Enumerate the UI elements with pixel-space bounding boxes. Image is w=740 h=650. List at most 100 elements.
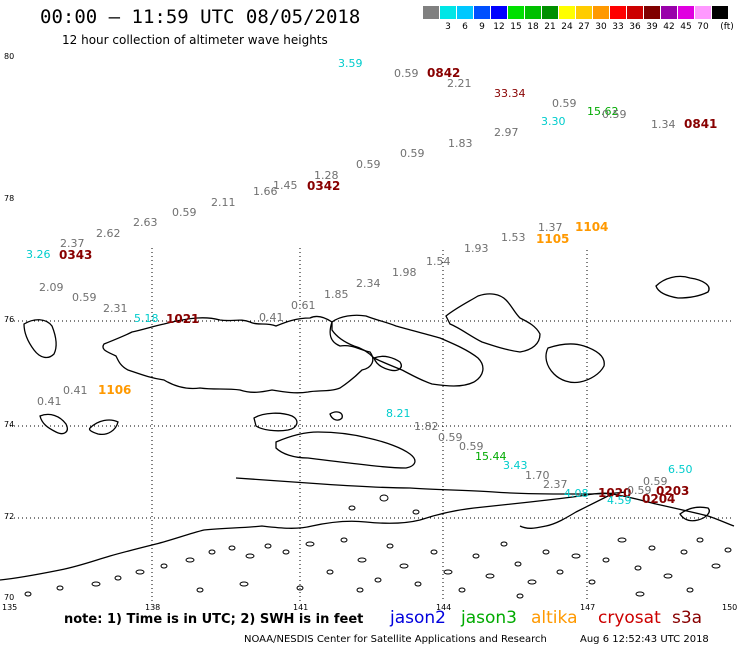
lat-label: 80	[4, 52, 15, 61]
wave-height-label: 15.44	[475, 450, 507, 463]
wave-height-label: 0.59	[394, 67, 419, 80]
pass-time-label: 0343	[59, 248, 93, 262]
legend-label: 12	[493, 22, 505, 32]
wave-height-label: 2.63	[133, 216, 158, 229]
legend-swatch	[440, 6, 456, 19]
legend-swatch	[661, 6, 677, 19]
legend-label: 45	[680, 22, 692, 32]
lyakhovsky-island	[275, 431, 416, 469]
grid-lines	[6, 248, 734, 602]
lon-label: 144	[436, 603, 452, 612]
lat-label: 72	[4, 512, 15, 521]
legend-swatch	[525, 6, 541, 19]
wave-height-label: 1.37	[538, 221, 563, 234]
legend-swatch	[695, 6, 711, 19]
new-siberia-west	[373, 355, 402, 372]
mainland-coast-east	[519, 493, 613, 529]
legend-label: 42	[663, 22, 675, 32]
legend-label: 3	[445, 22, 451, 32]
wave-height-label: 1.82	[414, 420, 439, 433]
wave-height-label: 2.37	[543, 478, 568, 491]
bennett-island	[655, 275, 710, 299]
wave-height-label: 2.34	[356, 277, 381, 290]
wave-height-label: 0.41	[63, 384, 88, 397]
kotelny-island	[102, 315, 374, 394]
stolbovoy-island	[88, 419, 119, 436]
wave-height-label: 2.37	[60, 237, 85, 250]
wave-height-label: 0.61	[291, 299, 316, 312]
satellite-altika: altika	[531, 608, 578, 628]
wave-height-label: 0.59	[356, 158, 381, 171]
pass-time-label: 0842	[427, 66, 461, 80]
legend-swatch	[423, 6, 439, 19]
north-mainland-spit	[235, 477, 627, 495]
legend-label: 15	[510, 22, 522, 32]
wave-height-label: 0.59	[172, 206, 197, 219]
legend-swatch	[576, 6, 592, 19]
wave-height-label: 4.08	[564, 487, 589, 500]
wave-height-label: 4.59	[607, 494, 632, 507]
wave-height-label: 33.34	[494, 87, 526, 100]
legend-label: 21	[544, 22, 556, 32]
legend-swatch	[491, 6, 507, 19]
wave-height-label: 1.66	[253, 185, 278, 198]
faddeyevsky	[445, 293, 541, 353]
wave-height-label: 2.97	[494, 126, 519, 139]
wave-height-label: 0.59	[459, 440, 484, 453]
legend-label: 30	[595, 22, 607, 32]
wave-height-label: 6.50	[668, 463, 693, 476]
legend-swatch	[474, 6, 490, 19]
bunge-land	[331, 314, 484, 387]
legend-label: 39	[646, 22, 658, 32]
wave-height-label: 0.59	[400, 147, 425, 160]
legend-swatch	[678, 6, 694, 19]
wave-height-label: 8.21	[386, 407, 411, 420]
pass-time-label: 1106	[98, 383, 132, 397]
island-small-2	[253, 412, 298, 432]
wave-height-label: 1.93	[464, 242, 489, 255]
tundra-lakes	[24, 494, 732, 599]
satellite-cryosat: cryosat	[598, 608, 661, 628]
wave-height-label: 0.41	[259, 311, 284, 324]
wave-height-label: 1.53	[501, 231, 526, 244]
legend-label: 18	[527, 22, 539, 32]
lat-label: 70	[4, 593, 15, 602]
footer-note: note: 1) Time is in UTC; 2) SWH is in fe…	[64, 612, 364, 627]
wave-height-label: 1.34	[651, 118, 676, 131]
lat-label: 74	[4, 420, 15, 429]
legend-label: 9	[479, 22, 485, 32]
lat-label: 76	[4, 315, 15, 324]
wave-height-label: 0.59	[438, 431, 463, 444]
legend-swatch	[644, 6, 660, 19]
wave-height-label: 0.59	[72, 291, 97, 304]
wave-height-label: 2.31	[103, 302, 128, 315]
wave-height-label: 3.59	[338, 57, 363, 70]
legend-label: 24	[561, 22, 573, 32]
wave-height-label: 0.41	[37, 395, 62, 408]
pass-time-label: 1104	[575, 220, 609, 234]
wave-height-label: 1.28	[314, 169, 339, 182]
wave-height-label: 5.18	[134, 312, 159, 325]
lon-label: 135	[2, 603, 18, 612]
pass-time-label: 1020	[598, 486, 632, 500]
generated-timestamp: Aug 6 12:52:43 UTC 2018	[580, 634, 709, 645]
map-title: 00:00 – 11:59 UTC 08/05/2018	[40, 6, 361, 28]
wave-height-label: 0.59	[627, 484, 652, 497]
legend-unit: (ft)	[720, 22, 734, 32]
pass-time-label: 0204	[642, 492, 676, 506]
wave-height-label: 1.45	[273, 179, 298, 192]
pass-time-label: 1021	[166, 312, 200, 326]
satellite-jason2: jason2	[390, 608, 446, 628]
wave-height-label: 2.21	[447, 77, 472, 90]
legend-swatch	[542, 6, 558, 19]
lat-label: 78	[4, 194, 15, 203]
wave-height-label: 0.59	[602, 108, 627, 121]
belkovsky	[23, 319, 57, 359]
lon-label: 138	[145, 603, 161, 612]
credit-line: NOAA/NESDIS Center for Satellite Applica…	[244, 634, 547, 645]
wave-height-label: 3.26	[26, 248, 51, 261]
east-spit	[679, 506, 710, 522]
lon-label: 147	[580, 603, 596, 612]
wave-height-label: 1.83	[448, 137, 473, 150]
wave-height-label: 0.59	[643, 475, 668, 488]
